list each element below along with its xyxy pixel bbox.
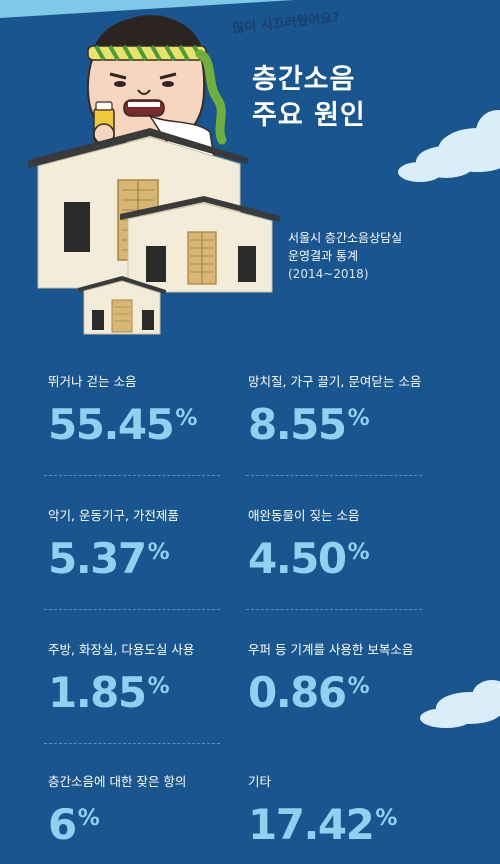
percent-sign: % <box>347 540 370 565</box>
stat-label: 우퍼 등 기계를 사용한 보복소음 <box>248 642 414 657</box>
stat-label: 층간소음에 대한 잦은 항의 <box>48 774 187 789</box>
divider <box>246 609 422 610</box>
stat-value: 1.85% <box>48 664 258 716</box>
stat-number: 0.86 <box>248 668 347 717</box>
page-title: 층간소음 주요 원인 <box>252 62 366 134</box>
stat-other: 기타 17.42% <box>248 774 458 848</box>
stat-label: 애완동물이 짖는 소음 <box>248 508 360 523</box>
medium-house <box>120 196 280 293</box>
percent-sign: % <box>347 674 370 699</box>
stat-value: 17.42% <box>248 796 458 848</box>
stat-number: 8.55 <box>248 400 347 449</box>
stat-label: 망치질, 가구 끌기, 문여닫는 소음 <box>248 374 422 389</box>
title-line-2: 주요 원인 <box>252 100 366 131</box>
stat-label: 뛰거나 걷는 소음 <box>48 374 137 389</box>
stat-frequent-complaints: 층간소음에 대한 잦은 항의 6% <box>48 774 258 848</box>
divider <box>44 743 220 744</box>
stat-pet-noise: 애완동물이 짖는 소음 4.50% <box>248 508 458 582</box>
stat-label: 기타 <box>248 774 272 789</box>
stat-value: 4.50% <box>248 530 458 582</box>
percent-sign: % <box>147 540 170 565</box>
stat-value: 0.86% <box>248 664 458 716</box>
title-line-1: 층간소음 <box>252 64 356 95</box>
divider <box>44 475 220 476</box>
stat-instrument-noise: 악기, 운동기구, 가전제품 5.37% <box>48 508 258 582</box>
stat-value: 8.55% <box>248 396 458 448</box>
stat-walking-noise: 뛰거나 걷는 소음 55.45% <box>48 374 258 448</box>
divider <box>44 609 220 610</box>
stat-value: 6% <box>48 796 258 848</box>
stat-label: 악기, 운동기구, 가전제품 <box>48 508 179 523</box>
percent-sign: % <box>77 806 100 831</box>
stat-number: 55.45 <box>48 400 175 449</box>
data-source: 서울시 층간소음상담실 운영결과 통계 (2014~2018) <box>288 229 402 283</box>
stat-number: 4.50 <box>248 534 347 583</box>
divider <box>246 475 422 476</box>
percent-sign: % <box>147 674 170 699</box>
hero-illustration <box>28 14 280 335</box>
stat-label: 주방, 화장실, 다용도실 사용 <box>48 642 195 657</box>
percent-sign: % <box>175 406 198 431</box>
stat-kitchen-noise: 주방, 화장실, 다용도실 사용 1.85% <box>48 642 258 716</box>
percent-sign: % <box>347 406 370 431</box>
source-organization: 서울시 층간소음상담실 <box>288 231 403 245</box>
small-house <box>78 276 166 335</box>
stat-hammering-noise: 망치질, 가구 끌기, 문여닫는 소음 8.55% <box>248 374 458 448</box>
stat-number: 5.37 <box>48 534 147 583</box>
stat-number: 1.85 <box>48 668 147 717</box>
stat-number: 6 <box>48 800 77 849</box>
stat-value: 55.45% <box>48 396 258 448</box>
stat-retaliation-noise: 우퍼 등 기계를 사용한 보복소음 0.86% <box>248 642 458 716</box>
stat-number: 17.42 <box>248 800 375 849</box>
source-description: 운영결과 통계 <box>288 249 359 263</box>
stat-value: 5.37% <box>48 530 258 582</box>
percent-sign: % <box>375 806 398 831</box>
source-years: (2014~2018) <box>288 267 369 281</box>
